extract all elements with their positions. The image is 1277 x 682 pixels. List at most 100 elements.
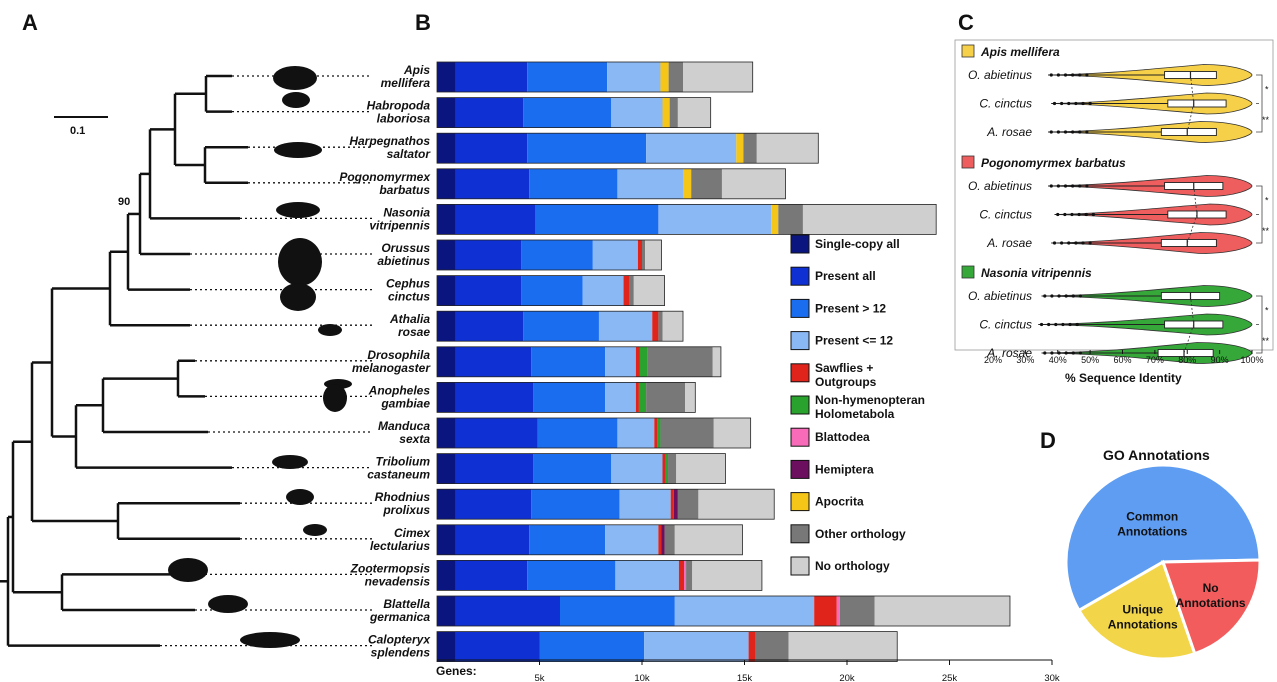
bar-segment: [535, 204, 659, 235]
outlier-point: [1091, 212, 1095, 217]
bar-segment: [437, 453, 456, 484]
legend-label: Present <= 12: [815, 334, 893, 348]
bar-segment: [582, 275, 624, 306]
bar-segment: [437, 62, 456, 92]
bar-segment: [674, 596, 815, 626]
violin-tick-label: 70%: [1146, 355, 1164, 365]
tree-branches: [0, 74, 372, 647]
outlier-point: [1064, 351, 1068, 355]
bar-segment: [839, 596, 875, 626]
bar-outline: [436, 524, 743, 556]
outlier-point: [1088, 101, 1092, 106]
bar-segment: [661, 524, 665, 555]
violin-tick-label: 40%: [1049, 355, 1067, 365]
bar-segment: [619, 489, 671, 520]
bar-segment: [523, 311, 599, 342]
bar-segment: [662, 311, 683, 342]
bar-segment: [615, 560, 679, 591]
species-epithet: cinctus: [388, 290, 430, 304]
significance-mark: **: [1262, 115, 1270, 125]
bar-segment: [605, 524, 659, 555]
bar-outline: [436, 381, 696, 413]
bar-segment: [677, 489, 699, 520]
species-epithet: vitripennis: [369, 218, 430, 232]
tree-scale-label: 0.1: [70, 125, 85, 137]
bar-segment: [662, 453, 666, 484]
outlier-point: [1060, 241, 1064, 245]
bar-segment: [629, 275, 634, 306]
outlier-point: [1047, 322, 1051, 327]
legend-swatch: [790, 492, 810, 512]
significance-mark: *: [1265, 195, 1269, 205]
violin-label: C. cinctus: [979, 97, 1032, 111]
bar-segment: [617, 168, 683, 199]
legend-label: Other orthology: [815, 527, 906, 541]
violin-x-label: % Sequence Identity: [1065, 371, 1182, 385]
species-epithet: castaneum: [367, 468, 430, 482]
outlier-point: [1078, 294, 1083, 298]
bar-segment: [668, 62, 683, 92]
bar-outline: [436, 132, 819, 164]
insect-silhouette: [303, 524, 327, 536]
group-title: Apis mellifera: [980, 45, 1060, 59]
significance-bracket: [1256, 74, 1263, 133]
outlier-point: [1043, 351, 1047, 355]
outlier-point: [1049, 130, 1053, 134]
outlier-point: [1085, 184, 1089, 188]
bar-segment: [633, 275, 665, 306]
pie-chart: GO Annotations CommonAnnotationsUniqueAn…: [1064, 447, 1262, 661]
bar-segment: [437, 311, 456, 342]
insect-silhouette: [286, 489, 314, 505]
outlier-point: [1078, 351, 1083, 355]
bar-outline: [436, 203, 937, 235]
x-tick-label: 25k: [942, 673, 958, 682]
species-epithet: lectularius: [370, 539, 430, 553]
bar-segment: [437, 524, 456, 555]
significance-mark: **: [1262, 226, 1270, 236]
species-genus: Calopteryx: [368, 633, 431, 647]
bar-segment: [605, 382, 636, 413]
species-epithet: abietinus: [377, 254, 430, 268]
significance-mark: *: [1265, 84, 1269, 94]
bar-segment: [778, 204, 803, 235]
bar-segment: [437, 133, 456, 164]
x-tick-label: 15k: [737, 673, 753, 682]
bar-segment: [814, 596, 837, 626]
bar-segment: [748, 631, 756, 662]
outlier-point: [1081, 241, 1085, 245]
bar-outline: [436, 453, 726, 485]
significance-bracket: [1256, 185, 1263, 244]
bar-segment: [531, 346, 606, 377]
outlier-point: [1056, 212, 1060, 217]
bar-segment: [437, 275, 456, 306]
bar-segment: [455, 168, 530, 199]
legend-swatch: [790, 427, 810, 447]
bar-segment: [455, 453, 534, 484]
species-epithet: splendens: [371, 646, 431, 660]
outlier-point: [1078, 184, 1082, 188]
violin-groups: Apis mellifera O. abietinus C. cinctus A. r…: [961, 44, 1270, 364]
bar-segment: [645, 240, 662, 270]
group-swatch: [961, 155, 975, 169]
insect-silhouette: [274, 142, 322, 158]
bar-outline: [436, 631, 898, 662]
pie-label: Annotations: [1117, 524, 1187, 538]
x-tick-label: 10k: [634, 673, 650, 682]
bar-segment: [635, 346, 640, 377]
bar-segment: [592, 240, 638, 270]
bar-segment: [455, 418, 538, 448]
bar-segment: [533, 382, 606, 413]
bar-segment: [646, 133, 737, 164]
bar-segment: [527, 62, 608, 92]
x-tick-label: 20k: [839, 673, 855, 682]
bar-segment: [678, 560, 685, 591]
outlier-point: [1085, 130, 1089, 134]
pie-slice: [1076, 559, 1197, 661]
bar-outline: [436, 417, 752, 449]
species-genus: Nasonia: [383, 205, 430, 219]
violin-label: A. rosae: [986, 125, 1032, 139]
bar-segment: [529, 168, 618, 199]
bar-segment: [455, 240, 522, 270]
species-epithet: laboriosa: [377, 112, 431, 126]
bar-segment: [683, 168, 692, 199]
